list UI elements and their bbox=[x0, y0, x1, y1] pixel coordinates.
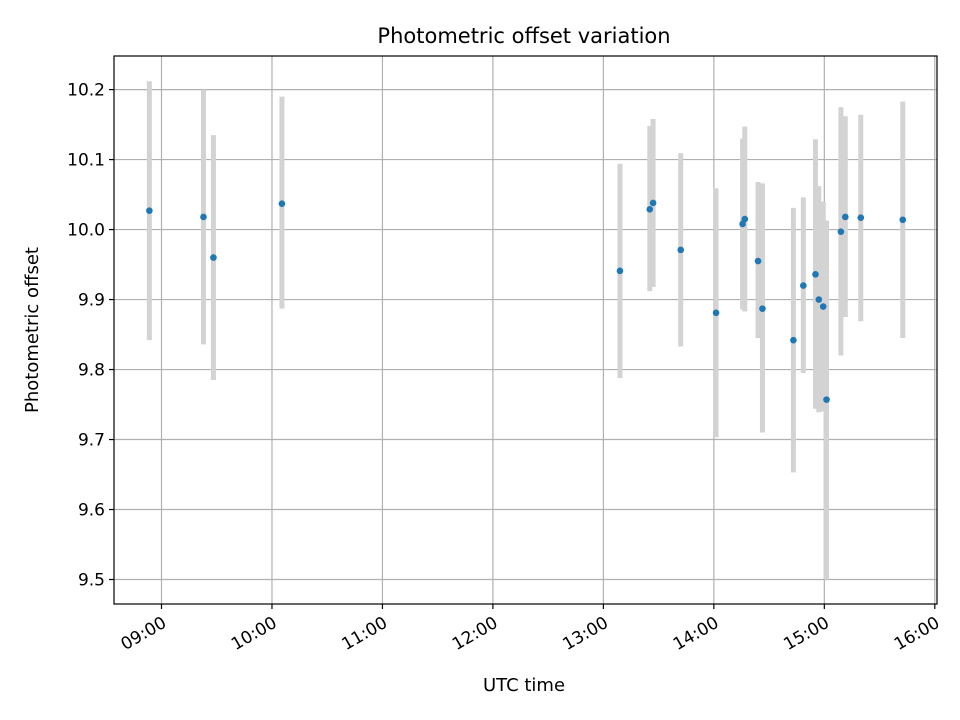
y-axis: 9.5 9.6 9.7 9.8 9.9 10.0 10.1 10.2 bbox=[67, 81, 114, 591]
data-point bbox=[677, 246, 685, 254]
data-point bbox=[200, 213, 207, 221]
data-point bbox=[146, 207, 153, 214]
data-point bbox=[819, 303, 827, 310]
data-point bbox=[616, 267, 624, 275]
data-point bbox=[800, 282, 807, 289]
chart-title: Photometric offset variation bbox=[377, 24, 670, 48]
data-point bbox=[837, 228, 845, 235]
data-point bbox=[899, 216, 907, 224]
data-point bbox=[815, 296, 823, 303]
data-point bbox=[842, 213, 849, 221]
data-point bbox=[712, 309, 720, 317]
y-tick-label: 9.9 bbox=[78, 291, 105, 311]
data-point bbox=[790, 336, 797, 344]
data-point bbox=[759, 305, 766, 312]
data-points bbox=[146, 199, 907, 403]
plot-area bbox=[114, 56, 937, 604]
y-tick-label: 9.8 bbox=[78, 361, 105, 381]
y-tick-label: 10.1 bbox=[67, 151, 105, 171]
data-point bbox=[210, 254, 217, 261]
plot-frame bbox=[113, 55, 938, 605]
data-point bbox=[857, 214, 865, 221]
y-tick-label: 9.6 bbox=[78, 501, 105, 521]
data-point bbox=[741, 215, 749, 223]
data-point bbox=[812, 271, 819, 278]
y-axis-title: Photometric offset bbox=[22, 247, 43, 413]
y-tick-label: 9.7 bbox=[78, 431, 105, 451]
y-tick-label: 10.0 bbox=[67, 221, 105, 241]
data-point bbox=[646, 205, 654, 213]
data-point bbox=[278, 200, 286, 207]
data-point bbox=[649, 199, 657, 207]
y-tick-label: 9.5 bbox=[78, 571, 105, 591]
y-tick-label: 10.2 bbox=[67, 81, 105, 101]
x-axis-title: UTC time bbox=[483, 675, 565, 696]
data-point bbox=[754, 257, 762, 265]
data-point bbox=[823, 396, 830, 403]
